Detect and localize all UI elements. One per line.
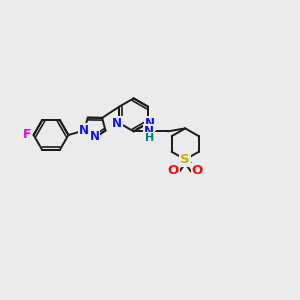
Text: S: S [180, 153, 190, 166]
Text: F: F [23, 128, 31, 142]
Text: O: O [192, 164, 203, 178]
Text: O: O [168, 164, 179, 178]
Text: N: N [89, 130, 99, 143]
Text: N: N [145, 117, 155, 130]
Text: N: N [79, 124, 88, 137]
Text: N: N [144, 125, 154, 138]
Text: H: H [145, 133, 154, 143]
Text: N: N [112, 117, 122, 130]
